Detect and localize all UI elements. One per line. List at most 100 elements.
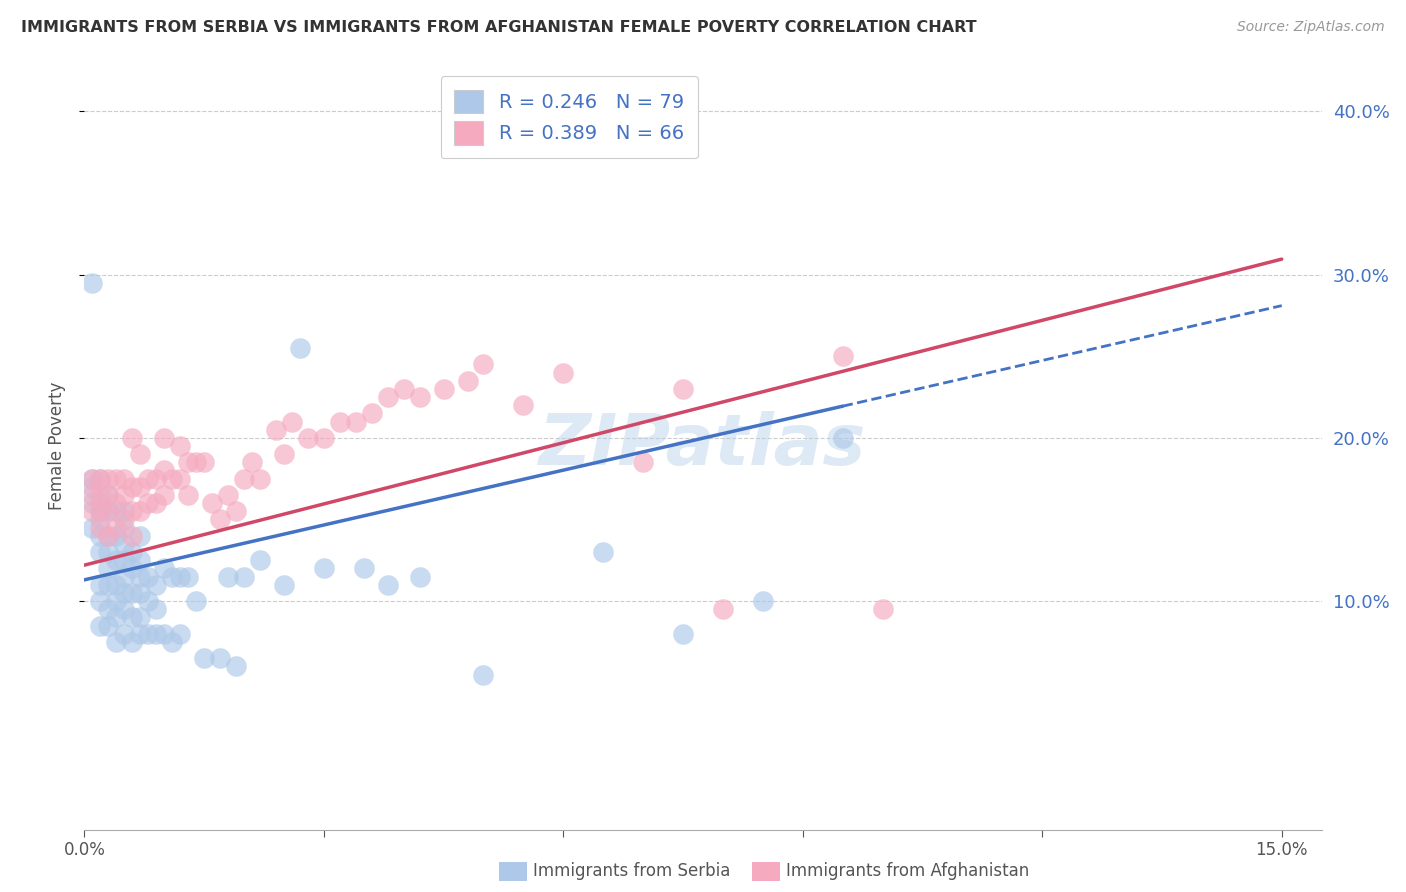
Point — [472, 358, 495, 372]
Point — [217, 488, 239, 502]
Point — [145, 626, 167, 640]
Point — [169, 472, 191, 486]
Point — [344, 415, 367, 429]
Point — [121, 529, 143, 543]
Point — [97, 488, 120, 502]
Point — [217, 569, 239, 583]
Point — [672, 626, 695, 640]
Text: IMMIGRANTS FROM SERBIA VS IMMIGRANTS FROM AFGHANISTAN FEMALE POVERTY CORRELATION: IMMIGRANTS FROM SERBIA VS IMMIGRANTS FRO… — [21, 20, 977, 35]
Point — [711, 602, 734, 616]
Point — [288, 341, 311, 355]
Point — [97, 488, 120, 502]
Point — [281, 415, 304, 429]
Point — [97, 472, 120, 486]
Point — [129, 586, 152, 600]
Y-axis label: Female Poverty: Female Poverty — [48, 382, 66, 510]
Point — [112, 553, 135, 567]
Point — [136, 626, 159, 640]
Point — [592, 545, 614, 559]
Point — [273, 578, 295, 592]
Point — [82, 504, 104, 518]
Point — [89, 529, 111, 543]
Point — [129, 447, 152, 461]
Point — [89, 504, 111, 518]
Point — [160, 472, 183, 486]
Point — [89, 618, 111, 632]
Point — [97, 618, 120, 632]
Point — [193, 651, 215, 665]
Point — [82, 496, 104, 510]
Point — [112, 512, 135, 526]
Point — [553, 366, 575, 380]
Point — [153, 463, 176, 477]
Point — [145, 496, 167, 510]
Point — [312, 431, 335, 445]
Text: Immigrants from Serbia: Immigrants from Serbia — [533, 863, 730, 880]
Point — [273, 447, 295, 461]
Point — [121, 480, 143, 494]
Point — [377, 390, 399, 404]
Point — [240, 455, 263, 469]
Point — [97, 504, 120, 518]
Point — [112, 569, 135, 583]
Point — [82, 472, 104, 486]
Point — [97, 561, 120, 575]
Point — [105, 553, 128, 567]
Point — [97, 578, 120, 592]
Point — [97, 529, 120, 543]
Point — [105, 520, 128, 534]
Point — [169, 569, 191, 583]
Point — [136, 472, 159, 486]
Point — [193, 455, 215, 469]
Point — [82, 520, 104, 534]
Point — [97, 602, 120, 616]
Point — [184, 594, 207, 608]
Point — [121, 586, 143, 600]
Point — [209, 651, 232, 665]
Point — [112, 504, 135, 518]
Point — [408, 569, 430, 583]
Point — [457, 374, 479, 388]
Point — [184, 455, 207, 469]
Point — [82, 472, 104, 486]
Point — [360, 406, 382, 420]
Point — [105, 578, 128, 592]
Point — [153, 488, 176, 502]
Point — [121, 431, 143, 445]
Point — [89, 472, 111, 486]
Point — [752, 594, 775, 608]
Text: Source: ZipAtlas.com: Source: ZipAtlas.com — [1237, 20, 1385, 34]
Point — [408, 390, 430, 404]
Point — [112, 537, 135, 551]
Point — [432, 382, 454, 396]
Point — [112, 602, 135, 616]
Point — [153, 561, 176, 575]
Point — [121, 504, 143, 518]
Point — [129, 480, 152, 494]
Point — [145, 472, 167, 486]
Point — [89, 520, 111, 534]
Point — [129, 553, 152, 567]
Point — [121, 635, 143, 649]
Point — [160, 569, 183, 583]
Point — [233, 472, 256, 486]
Point — [97, 545, 120, 559]
Point — [112, 472, 135, 486]
Point — [129, 504, 152, 518]
Point — [121, 561, 143, 575]
Point — [392, 382, 415, 396]
Point — [160, 635, 183, 649]
Point — [153, 626, 176, 640]
Point — [89, 488, 111, 502]
Point — [145, 578, 167, 592]
Point — [89, 578, 111, 592]
Text: ZIPatlas: ZIPatlas — [540, 411, 866, 481]
Point — [129, 626, 152, 640]
Point — [129, 610, 152, 624]
Point — [89, 504, 111, 518]
Point — [249, 472, 271, 486]
Point — [129, 569, 152, 583]
Point — [97, 504, 120, 518]
Point — [82, 488, 104, 502]
Point — [89, 472, 111, 486]
